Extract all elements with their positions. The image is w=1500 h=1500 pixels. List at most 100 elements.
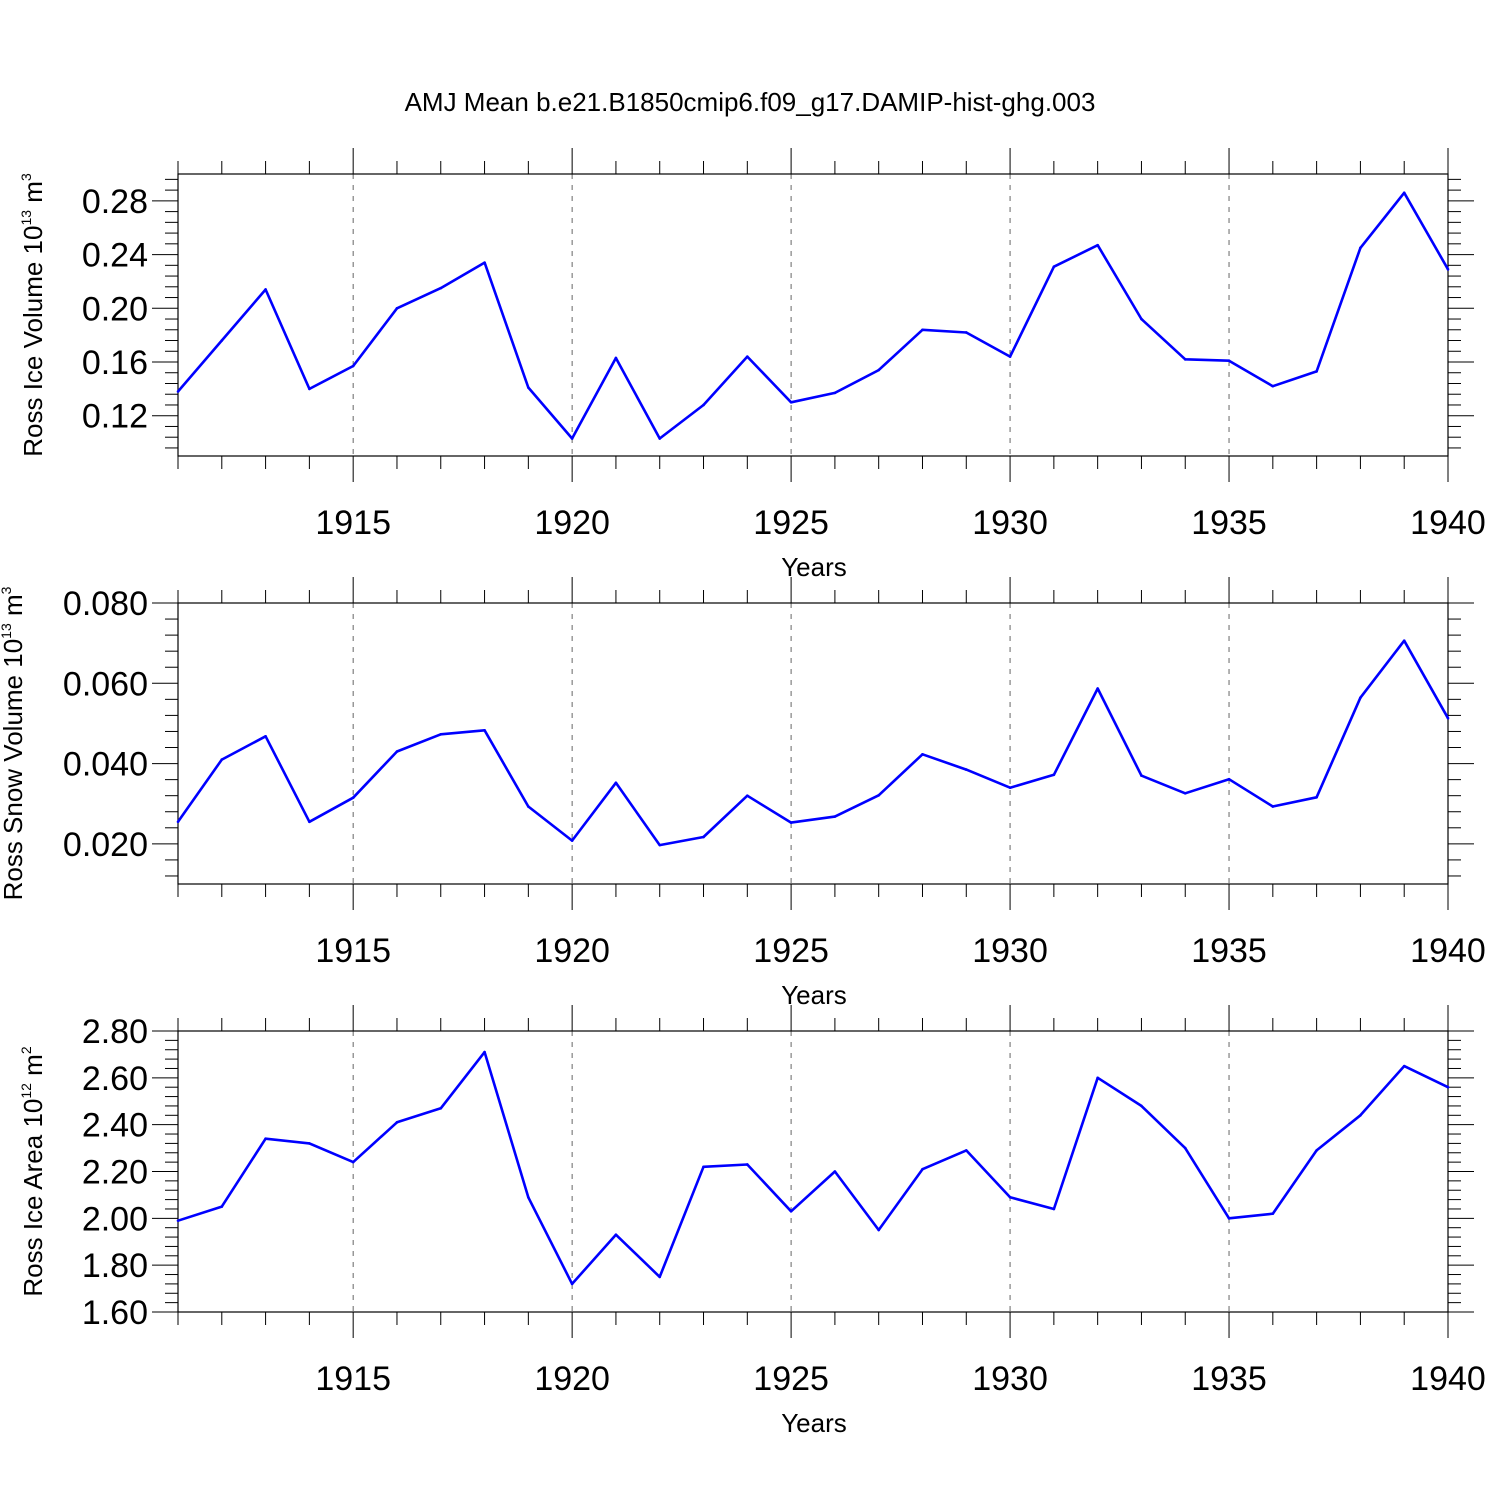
data-point-1939 [1402, 1064, 1406, 1068]
chart-panel-3: 1.60 1.80 2.00 2.20 2.40 2.60 2.80 1915 1920 1925… [18, 1005, 1486, 1438]
data-point-1930 [1008, 355, 1012, 358]
x-tick-label: 1925 [753, 932, 829, 970]
data-point-1927 [877, 368, 880, 372]
data-point-1918 [483, 1050, 486, 1054]
data-point-1930 [1008, 786, 1012, 789]
y-tick-label: 0.16 [82, 344, 148, 382]
data-point-1935 [1227, 1217, 1231, 1220]
y-tick-label: 2.60 [82, 1060, 148, 1098]
data-point-1937 [1315, 370, 1318, 373]
x-tick-label: 1925 [753, 1360, 829, 1398]
data-point-1932 [1096, 1076, 1099, 1080]
data-point-1918 [483, 728, 486, 732]
x-tick-label: 1925 [753, 504, 829, 542]
data-point-1929 [964, 768, 968, 771]
x-axis-label: Years [781, 552, 847, 582]
data-point-1914 [308, 820, 311, 824]
data-point-1937 [1315, 1149, 1318, 1152]
x-axis-label: Years [781, 980, 847, 1010]
y-tick-label: 0.060 [63, 665, 148, 703]
x-tick-label: 1930 [972, 932, 1048, 970]
data-point-1912 [220, 339, 224, 342]
data-point-1931 [1052, 1207, 1056, 1211]
data-point-1923 [702, 1165, 705, 1169]
data-point-1938 [1359, 696, 1362, 700]
data-point-1916 [395, 306, 399, 310]
data-point-1936 [1271, 805, 1275, 808]
data-point-1919 [527, 386, 530, 389]
data-point-1938 [1359, 1114, 1362, 1117]
data-point-1917 [439, 286, 443, 290]
x-tick-label: 1930 [972, 1360, 1048, 1398]
data-point-1923 [702, 835, 705, 839]
data-point-1913 [264, 1137, 267, 1141]
y-tick-label: 0.020 [63, 826, 148, 864]
data-point-1929 [964, 331, 968, 334]
data-point-1940 [1446, 1085, 1450, 1089]
data-series-line [177, 1050, 1449, 1286]
x-tick-label: 1935 [1191, 504, 1267, 542]
x-tick-label: 1940 [1410, 1360, 1486, 1398]
x-tick-label: 1930 [972, 504, 1048, 542]
data-point-1912 [220, 1205, 224, 1208]
data-point-1926 [833, 391, 837, 395]
data-point-1936 [1271, 384, 1275, 388]
data-point-1916 [395, 750, 399, 753]
data-point-1939 [1402, 639, 1406, 643]
data-point-1940 [1446, 716, 1450, 720]
data-point-1937 [1315, 795, 1318, 799]
data-point-1924 [746, 355, 749, 358]
data-point-1939 [1402, 191, 1406, 195]
data-point-1938 [1359, 246, 1362, 250]
data-point-1924 [746, 794, 749, 797]
figure-title: AMJ Mean b.e21.B1850cmip6.f09_g17.DAMIP-… [405, 87, 1096, 117]
data-point-1917 [439, 1106, 443, 1110]
y-tick-label: 0.080 [63, 585, 148, 623]
data-point-1920 [570, 437, 574, 440]
data-point-1915 [351, 364, 355, 368]
data-point-1927 [877, 793, 880, 797]
x-tick-label: 1940 [1410, 504, 1486, 542]
data-point-1923 [702, 403, 705, 407]
data-point-1928 [921, 1167, 924, 1171]
data-point-1913 [264, 288, 267, 291]
x-tick-label: 1915 [315, 1360, 391, 1398]
y-axis-label: Ross Snow Volume 1013 m3 [0, 586, 28, 900]
y-tick-label: 0.28 [82, 183, 148, 221]
data-point-1913 [264, 734, 267, 738]
data-point-1933 [1140, 774, 1143, 777]
y-tick-label: 0.040 [63, 746, 148, 784]
data-point-1924 [746, 1163, 749, 1166]
data-point-1928 [921, 328, 924, 332]
chart-panel-2: 0.020 0.040 0.060 0.080 1915 1920 1925 1930 1935… [0, 577, 1486, 1010]
x-tick-label: 1935 [1191, 1360, 1267, 1398]
panels: 0.12 0.16 0.20 0.24 0.28 1915 1920 1925 1930 1935… [0, 148, 1486, 1438]
data-point-1934 [1183, 791, 1187, 795]
y-tick-label: 1.80 [82, 1247, 148, 1285]
x-tick-label: 1920 [534, 1360, 610, 1398]
y-axis-label: Ross Ice Volume 1013 m3 [18, 173, 48, 457]
data-point-1917 [439, 732, 443, 736]
data-point-1934 [1183, 1146, 1187, 1150]
x-tick-label: 1920 [534, 504, 610, 542]
y-axis-label: Ross Ice Area 1012 m2 [18, 1046, 48, 1296]
x-tick-label: 1915 [315, 504, 391, 542]
data-point-1925 [789, 1210, 793, 1213]
data-point-1933 [1140, 317, 1143, 321]
data-point-1936 [1271, 1212, 1275, 1215]
data-point-1921 [614, 1233, 618, 1237]
data-point-1933 [1140, 1104, 1143, 1108]
y-tick-label: 2.80 [82, 1013, 148, 1051]
y-tick-label: 2.20 [82, 1154, 148, 1192]
data-point-1934 [1183, 358, 1187, 361]
data-point-1932 [1096, 243, 1099, 247]
data-point-1931 [1052, 773, 1056, 777]
x-axis-label: Years [781, 1408, 847, 1438]
data-point-1927 [877, 1228, 880, 1232]
x-tick-label: 1920 [534, 932, 610, 970]
y-tick-label: 2.00 [82, 1200, 148, 1238]
data-point-1921 [614, 356, 618, 360]
data-point-1914 [308, 387, 311, 391]
data-point-1935 [1227, 777, 1231, 781]
y-tick-label: 0.24 [82, 237, 148, 275]
